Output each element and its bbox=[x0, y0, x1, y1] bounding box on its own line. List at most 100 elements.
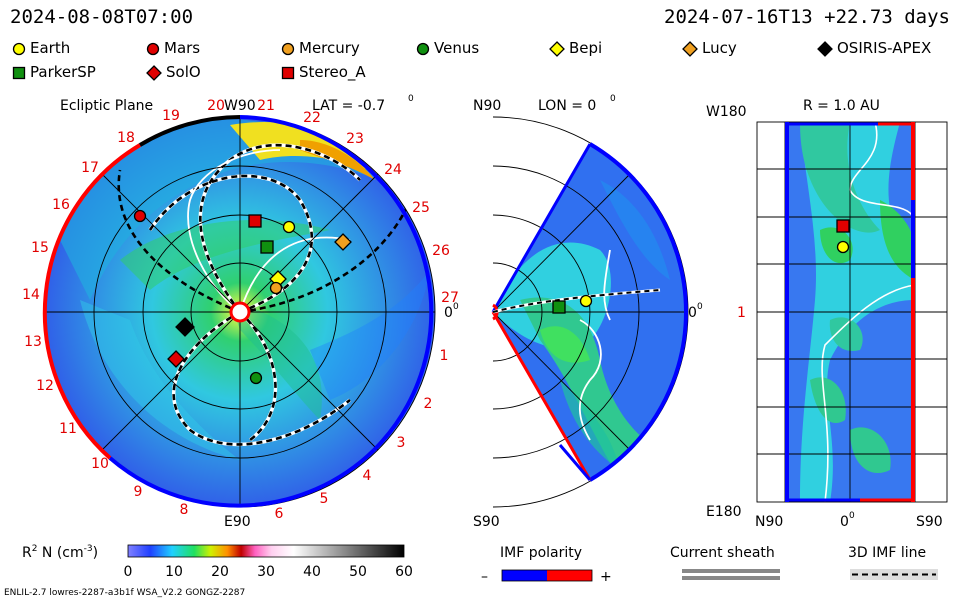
ecliptic-rim-negative bbox=[239, 115, 434, 452]
radial-mid-label: 1 bbox=[737, 305, 746, 321]
carrington-13: 13 bbox=[24, 334, 42, 350]
colorbar-tick: 0 bbox=[124, 564, 133, 580]
radial-panel: W180 R = 1.0 AU 1 E180 N90 0 0 S90 bbox=[706, 98, 948, 530]
radial-s90-label: S90 bbox=[916, 514, 943, 530]
colorbar-label: R2 N (cm-3) bbox=[22, 544, 98, 561]
colorbar-tick: 50 bbox=[349, 564, 367, 580]
radial-stereo-a-marker bbox=[836, 219, 850, 233]
carrington-3: 3 bbox=[397, 435, 406, 451]
osiris-apex-marker bbox=[175, 317, 195, 337]
carrington-18: 18 bbox=[117, 130, 135, 146]
imf-polarity-title: IMF polarity bbox=[500, 545, 582, 561]
earth-marker-icon bbox=[12, 42, 26, 55]
date-label: 2024-08-08T07:00 bbox=[10, 6, 194, 28]
solo-marker-icon bbox=[146, 64, 162, 81]
lat-degree: 0 bbox=[408, 94, 414, 104]
legend-label: Lucy bbox=[702, 39, 737, 57]
legend-label: Earth bbox=[30, 39, 71, 57]
carrington-23: 23 bbox=[346, 131, 364, 147]
legend-label: Mars bbox=[164, 39, 201, 57]
imf-line-key: 3D IMF line bbox=[848, 545, 938, 580]
legend-label: Mercury bbox=[299, 39, 360, 57]
current-sheath-title: Current sheath bbox=[670, 545, 775, 561]
carrington-15: 15 bbox=[31, 240, 49, 256]
ecliptic-zero-label: 0 bbox=[444, 305, 453, 321]
meridional-zero-degree: 0 bbox=[697, 302, 703, 312]
imf-positive-swatch bbox=[547, 570, 592, 581]
earth-marker bbox=[282, 220, 296, 234]
colorbar-gradient bbox=[127, 544, 405, 558]
colorbar-tick: 60 bbox=[395, 564, 413, 580]
w180-label: W180 bbox=[706, 104, 747, 120]
e90-label: E90 bbox=[224, 514, 251, 530]
stereo-a-marker-icon bbox=[281, 66, 295, 79]
ecliptic-title: Ecliptic Plane bbox=[60, 98, 153, 114]
mercury-marker bbox=[269, 281, 283, 295]
carrington-19: 19 bbox=[162, 108, 180, 124]
imf-line-title: 3D IMF line bbox=[848, 545, 926, 561]
carrington-17: 17 bbox=[81, 160, 99, 176]
carrington-numbers: 1 2 3 4 5 6 8 9 10 11 12 13 14 15 16 17 … bbox=[22, 98, 459, 522]
carrington-10: 10 bbox=[91, 456, 109, 472]
current-sheath-line-icon bbox=[682, 569, 780, 573]
colorbar-tick: 30 bbox=[257, 564, 275, 580]
carrington-6: 6 bbox=[275, 506, 284, 522]
ecliptic-rim-positive bbox=[42, 143, 142, 460]
carrington-26: 26 bbox=[432, 243, 450, 259]
osiris-apex-marker-icon bbox=[817, 40, 833, 57]
lucy-marker bbox=[334, 233, 352, 251]
venus-marker-icon bbox=[416, 42, 430, 55]
colorbar-tick: 10 bbox=[165, 564, 183, 580]
legend-label: Bepi bbox=[569, 39, 603, 57]
run-info-label: 2024-07-16T13 +22.73 days bbox=[664, 6, 950, 28]
carrington-22: 22 bbox=[303, 110, 321, 126]
legend-mars: Mars bbox=[146, 39, 200, 57]
legend-stereo-a: Stereo_A bbox=[281, 63, 366, 81]
n90-label: N90 bbox=[473, 98, 501, 114]
legend-mercury: Mercury bbox=[281, 39, 360, 57]
legend-label: ParkerSP bbox=[30, 63, 96, 81]
legend-label: SolO bbox=[166, 63, 201, 81]
legend-label: Stereo_A bbox=[299, 63, 366, 81]
carrington-21: 21 bbox=[257, 98, 275, 114]
w90-label: W90 bbox=[224, 98, 256, 114]
solo-marker bbox=[167, 350, 185, 368]
meridional-zero-label: 0 bbox=[688, 305, 697, 321]
imf-minus-label: – bbox=[481, 569, 488, 585]
radial-earth-marker bbox=[836, 240, 850, 254]
meridional-parkersp-marker bbox=[552, 300, 566, 314]
sun-icon bbox=[229, 301, 251, 323]
colorbar-tick: 40 bbox=[303, 564, 321, 580]
carrington-2: 2 bbox=[424, 396, 433, 412]
current-sheath-key: Current sheath bbox=[670, 545, 780, 580]
colorbar-tick: 20 bbox=[211, 564, 229, 580]
r-label: R = 1.0 AU bbox=[803, 98, 880, 114]
colorbar-ticks: 0 10 20 30 40 50 60 bbox=[124, 564, 413, 580]
ecliptic-panel: 1 2 3 4 5 6 8 9 10 11 12 13 14 15 16 17 … bbox=[22, 94, 459, 530]
stereo-a-marker bbox=[248, 214, 262, 228]
colorbar: 0 10 20 30 40 50 60 R2 N (cm-3) bbox=[22, 544, 413, 580]
legend-label: Venus bbox=[434, 39, 480, 57]
radial-zero-label: 0 bbox=[840, 514, 849, 530]
e180-label: E180 bbox=[706, 504, 742, 520]
parkersp-marker bbox=[260, 240, 274, 254]
legend-earth: Earth bbox=[12, 39, 70, 57]
carrington-5: 5 bbox=[320, 491, 329, 507]
carrington-20: 20 bbox=[207, 98, 225, 114]
carrington-9: 9 bbox=[134, 484, 143, 500]
imf-negative-swatch bbox=[502, 570, 547, 581]
legend-bepi: Bepi bbox=[549, 39, 602, 57]
meridional-panel: N90 LON = 0 0 S90 0 0 bbox=[473, 94, 703, 530]
imf-plus-label: + bbox=[600, 569, 612, 585]
mars-marker-icon bbox=[146, 42, 160, 55]
legend-solo: SolO bbox=[146, 63, 201, 81]
parkersp-marker-icon bbox=[12, 66, 26, 79]
legend-lucy: Lucy bbox=[682, 39, 737, 57]
carrington-1: 1 bbox=[440, 348, 449, 364]
imf-polarity-key: IMF polarity – + bbox=[481, 545, 612, 585]
carrington-24: 24 bbox=[384, 162, 402, 178]
venus-marker bbox=[249, 371, 263, 385]
mercury-marker-icon bbox=[281, 42, 295, 55]
ecliptic-zero-degree: 0 bbox=[453, 302, 459, 312]
